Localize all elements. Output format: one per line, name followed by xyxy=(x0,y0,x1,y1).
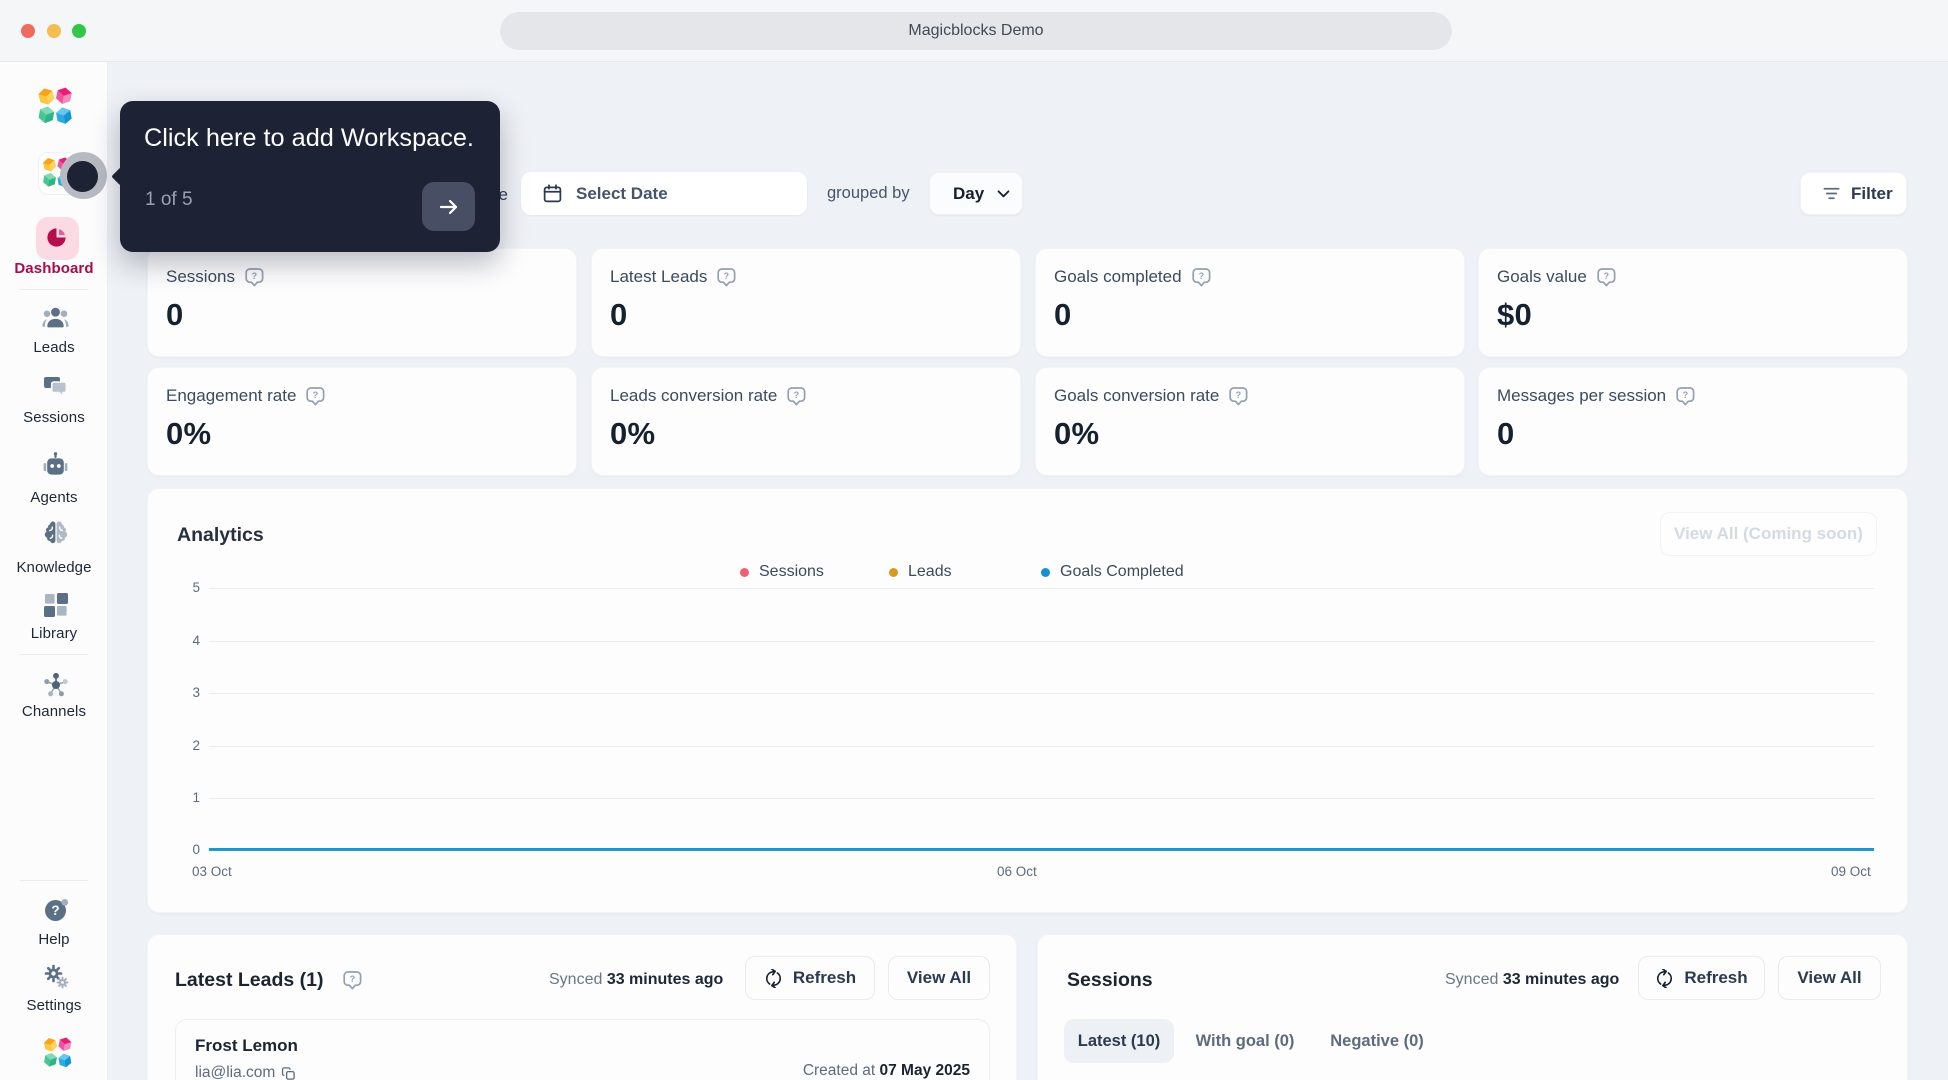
svg-text:?: ? xyxy=(51,903,59,918)
